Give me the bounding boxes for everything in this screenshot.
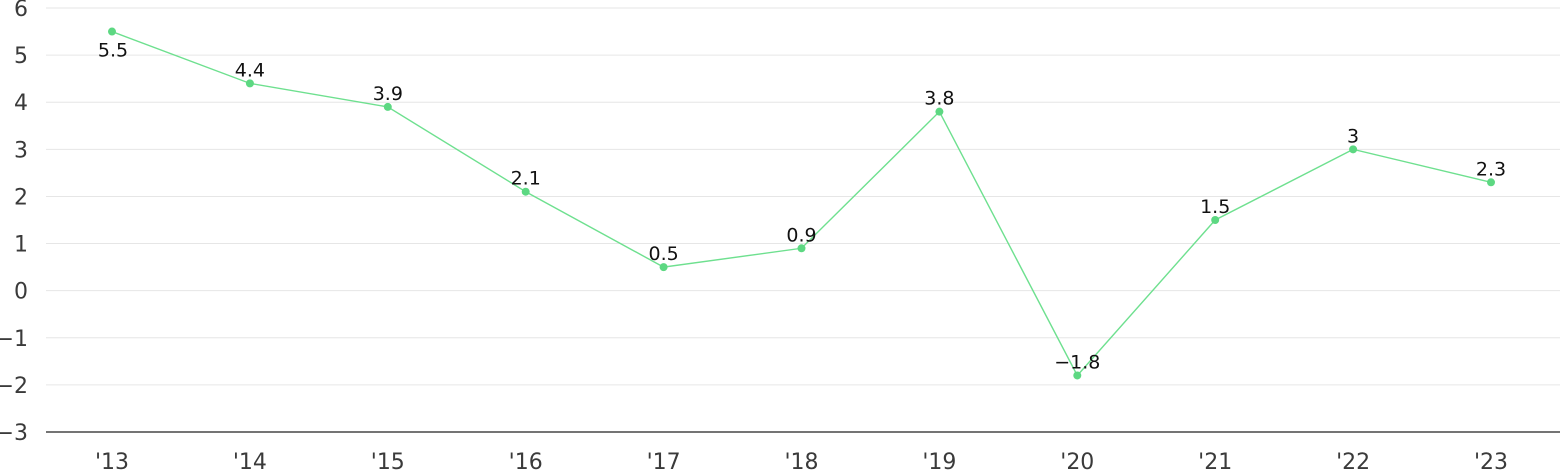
data-label: 0.5 bbox=[648, 243, 678, 265]
x-tick-label: '15 bbox=[371, 450, 405, 471]
y-tick-label: 3 bbox=[14, 138, 28, 163]
data-point bbox=[383, 102, 392, 111]
x-axis-ticks: '13 '14 '15 '16 '17 '18 '19 '20 '21 '22 '23 bbox=[95, 450, 1508, 475]
data-label: 3.8 bbox=[924, 88, 954, 110]
grid-layer bbox=[46, 7, 1560, 433]
x-tick-label: '14 bbox=[233, 450, 267, 471]
x-tick-label: '21 bbox=[1198, 450, 1232, 471]
y-tick-label: 5 bbox=[14, 44, 28, 69]
data-point bbox=[797, 244, 806, 253]
y-axis-ticks: 6 5 4 3 2 1 0 −1 −2 −3 bbox=[0, 0, 28, 446]
y-tick-label: 4 bbox=[14, 91, 28, 116]
data-point bbox=[935, 107, 944, 116]
data-label: 3.9 bbox=[373, 83, 403, 105]
x-tick-label: '16 bbox=[509, 450, 543, 471]
y-tick-label: 1 bbox=[14, 233, 28, 258]
data-label: 5.5 bbox=[98, 40, 128, 62]
data-label: 0.9 bbox=[786, 224, 816, 246]
x-tick-label: '13 bbox=[95, 450, 129, 471]
data-labels-layer: 5.5 4.4 3.9 2.1 0.5 0.9 3.8 −1.8 1.5 3 2.3 bbox=[98, 40, 1506, 374]
data-label: 2.1 bbox=[511, 168, 541, 190]
data-point bbox=[1211, 216, 1220, 224]
data-point bbox=[245, 79, 254, 88]
data-point bbox=[1073, 371, 1082, 380]
data-point bbox=[659, 263, 668, 272]
data-label: −1.8 bbox=[1054, 351, 1100, 373]
y-tick-label: −2 bbox=[0, 374, 28, 399]
data-label: 3 bbox=[1347, 125, 1359, 147]
y-tick-label: −1 bbox=[0, 327, 28, 352]
data-point bbox=[521, 187, 530, 196]
x-tick-label: '23 bbox=[1474, 450, 1508, 471]
y-tick-label: 2 bbox=[14, 185, 28, 210]
data-label: 1.5 bbox=[1200, 196, 1230, 218]
data-label: 2.3 bbox=[1476, 158, 1506, 180]
y-tick-label: −3 bbox=[0, 421, 28, 446]
x-tick-label: '19 bbox=[922, 450, 956, 471]
data-point bbox=[1487, 178, 1495, 187]
data-point bbox=[1349, 145, 1358, 154]
y-tick-label: 0 bbox=[14, 280, 28, 305]
x-tick-label: '22 bbox=[1336, 450, 1370, 471]
x-tick-label: '18 bbox=[784, 450, 818, 471]
series-layer bbox=[108, 27, 1495, 380]
x-tick-label: '17 bbox=[647, 450, 681, 471]
data-label: 4.4 bbox=[235, 59, 265, 81]
series-line bbox=[111, 30, 1492, 377]
x-tick-label: '20 bbox=[1060, 450, 1094, 471]
data-point bbox=[108, 27, 116, 36]
y-tick-label: 6 bbox=[14, 0, 28, 22]
